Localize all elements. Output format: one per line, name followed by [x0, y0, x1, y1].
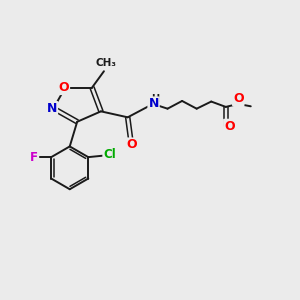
- Text: H: H: [151, 94, 159, 104]
- Text: O: O: [224, 120, 235, 133]
- Text: N: N: [47, 102, 57, 115]
- Text: F: F: [30, 151, 38, 164]
- Text: O: O: [127, 138, 137, 152]
- Text: CH₃: CH₃: [96, 58, 117, 68]
- Text: O: O: [233, 92, 244, 105]
- Text: Cl: Cl: [103, 148, 116, 161]
- Text: O: O: [58, 81, 69, 94]
- Text: N: N: [148, 98, 159, 110]
